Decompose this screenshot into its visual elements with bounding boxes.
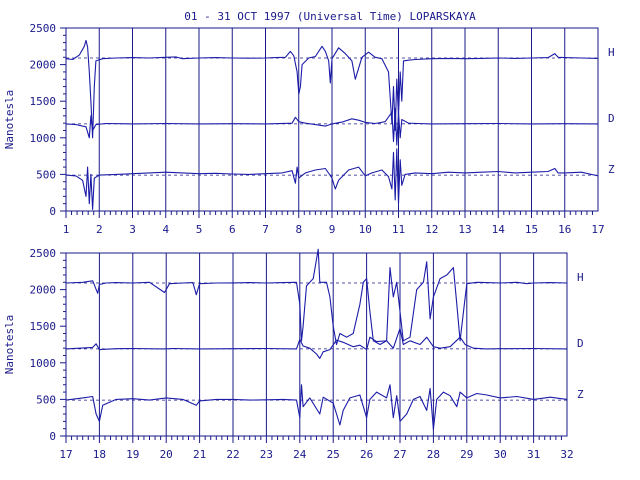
x-tick-label: 3	[129, 223, 136, 236]
x-tick-label: 13	[458, 223, 471, 236]
x-tick-label: 23	[260, 448, 273, 461]
y-tick-label: 2500	[30, 22, 57, 35]
x-tick-label: 21	[193, 448, 206, 461]
x-tick-label: 12	[425, 223, 438, 236]
x-tick-label: 27	[393, 448, 406, 461]
y-tick-label: 500	[36, 168, 56, 181]
x-tick-label: 11	[392, 223, 405, 236]
series-line-d	[65, 327, 568, 359]
x-tick-label: 17	[59, 448, 72, 461]
y-tick-label: 1000	[30, 132, 57, 145]
y-tick-label: 0	[49, 205, 56, 218]
series-label-z: Z	[577, 388, 584, 401]
x-tick-label: 9	[329, 223, 336, 236]
x-tick-label: 24	[293, 448, 307, 461]
x-tick-label: 26	[360, 448, 373, 461]
x-tick-label: 7	[262, 223, 269, 236]
x-tick-label: 28	[427, 448, 440, 461]
x-tick-label: 2	[96, 223, 103, 236]
y-tick-label: 1500	[30, 95, 57, 108]
panel-bottom: 17 18 19 20 21 22 23 24 25 26 27 28 29 30 31 32 0 500 1000…	[3, 247, 584, 461]
x-tick-label: 32	[560, 448, 573, 461]
series-line-h	[65, 248, 568, 346]
x-tick-label: 31	[527, 448, 540, 461]
chart-title: 01 - 31 OCT 1997 (Universal Time) LOPARS…	[184, 10, 476, 23]
x-tick-label: 8	[295, 223, 302, 236]
series-label-h: H	[608, 46, 615, 59]
x-tick-label: 5	[196, 223, 203, 236]
x-tick-label: 15	[525, 223, 538, 236]
x-tick-label: 16	[558, 223, 571, 236]
y-tick-label: 0	[49, 430, 56, 443]
series-label-d: D	[577, 337, 584, 350]
series-line-h	[65, 39, 599, 139]
x-tick-label: 22	[226, 448, 239, 461]
x-tick-label: 10	[359, 223, 372, 236]
panel-top: 1 2 3 4 5 6 7 8 9 10 11 12 13 14 15 16 17050010001500200…	[3, 22, 615, 236]
series-line-z	[65, 384, 568, 430]
series-line-z	[65, 148, 599, 211]
y-tick-label: 2000	[30, 59, 57, 72]
y-axis-label: Nanotesla	[3, 90, 16, 150]
x-tick-label: 20	[160, 448, 173, 461]
x-tick-label: 4	[162, 223, 169, 236]
x-tick-label: 25	[327, 448, 340, 461]
x-tick-label: 14	[492, 223, 506, 236]
y-tick-label: 1500	[30, 320, 57, 333]
x-tick-label: 1	[63, 223, 70, 236]
y-tick-label: 1000	[30, 357, 57, 370]
y-tick-label: 2000	[30, 284, 57, 297]
y-tick-label: 2500	[30, 247, 57, 260]
x-tick-label: 19	[126, 448, 139, 461]
x-tick-label: 30	[494, 448, 507, 461]
x-tick-label: 17	[591, 223, 604, 236]
series-label-h: H	[577, 271, 584, 284]
series-line-d	[65, 107, 599, 146]
series-label-d: D	[608, 112, 615, 125]
series-label-z: Z	[608, 163, 615, 176]
x-tick-label: 6	[229, 223, 236, 236]
x-tick-label: 29	[460, 448, 473, 461]
y-tick-label: 500	[36, 393, 56, 406]
y-axis-label: Nanotesla	[3, 315, 16, 375]
x-tick-label: 18	[93, 448, 106, 461]
